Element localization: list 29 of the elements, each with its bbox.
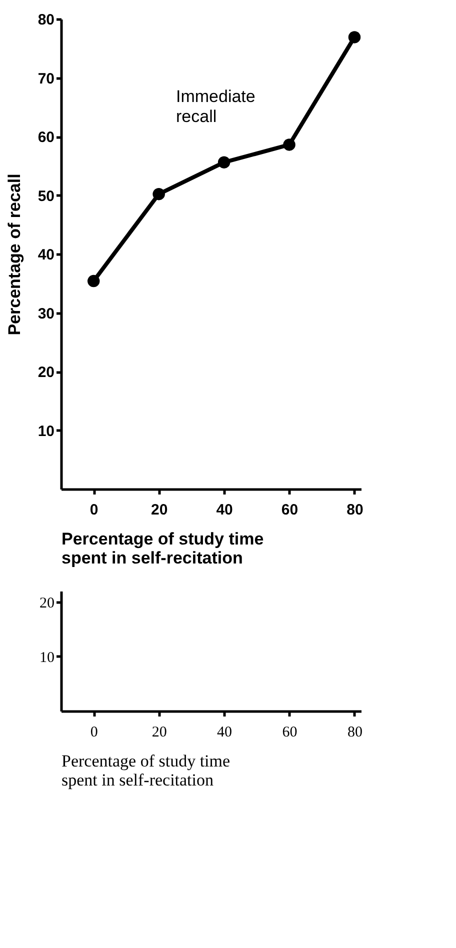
point: [218, 156, 230, 168]
x-tick-label: 40: [216, 502, 233, 518]
y-tick-label: 10: [38, 422, 54, 440]
y-tick-label: 50: [38, 188, 54, 205]
y-tick-label: 80: [38, 12, 54, 28]
y-tick-label: 20: [40, 595, 54, 612]
point: [283, 138, 296, 151]
x-tick-label: 20: [152, 724, 167, 740]
x-tick-label: 80: [347, 724, 362, 740]
point: [87, 274, 100, 288]
y-tick-label: 20: [38, 364, 54, 381]
point: [152, 188, 165, 200]
x-axis-title: Percentage of study time spent in self-recitation: [62, 752, 230, 790]
y-tick-label: 40: [38, 246, 54, 264]
series-label: Immediate recall: [176, 87, 256, 126]
y-tick-label: 30: [38, 305, 54, 322]
x-tick-label: 60: [282, 724, 298, 740]
y-tick-label: 60: [38, 129, 54, 146]
x-tick-label: 80: [346, 502, 364, 518]
y-axis-title: Percentage of recall: [4, 174, 24, 336]
y-tick-label: 70: [38, 70, 54, 88]
x-tick-label: 20: [150, 502, 168, 518]
x-tick-label: 40: [217, 724, 232, 740]
x-axis-title: Percentage of study time spent in self-recitation: [62, 530, 264, 568]
x-tick-label: 60: [281, 502, 298, 518]
x-tick-label: 0: [90, 502, 98, 518]
x-tick-label: 0: [90, 724, 98, 740]
y-tick-label: 10: [40, 650, 54, 666]
point: [348, 31, 361, 44]
